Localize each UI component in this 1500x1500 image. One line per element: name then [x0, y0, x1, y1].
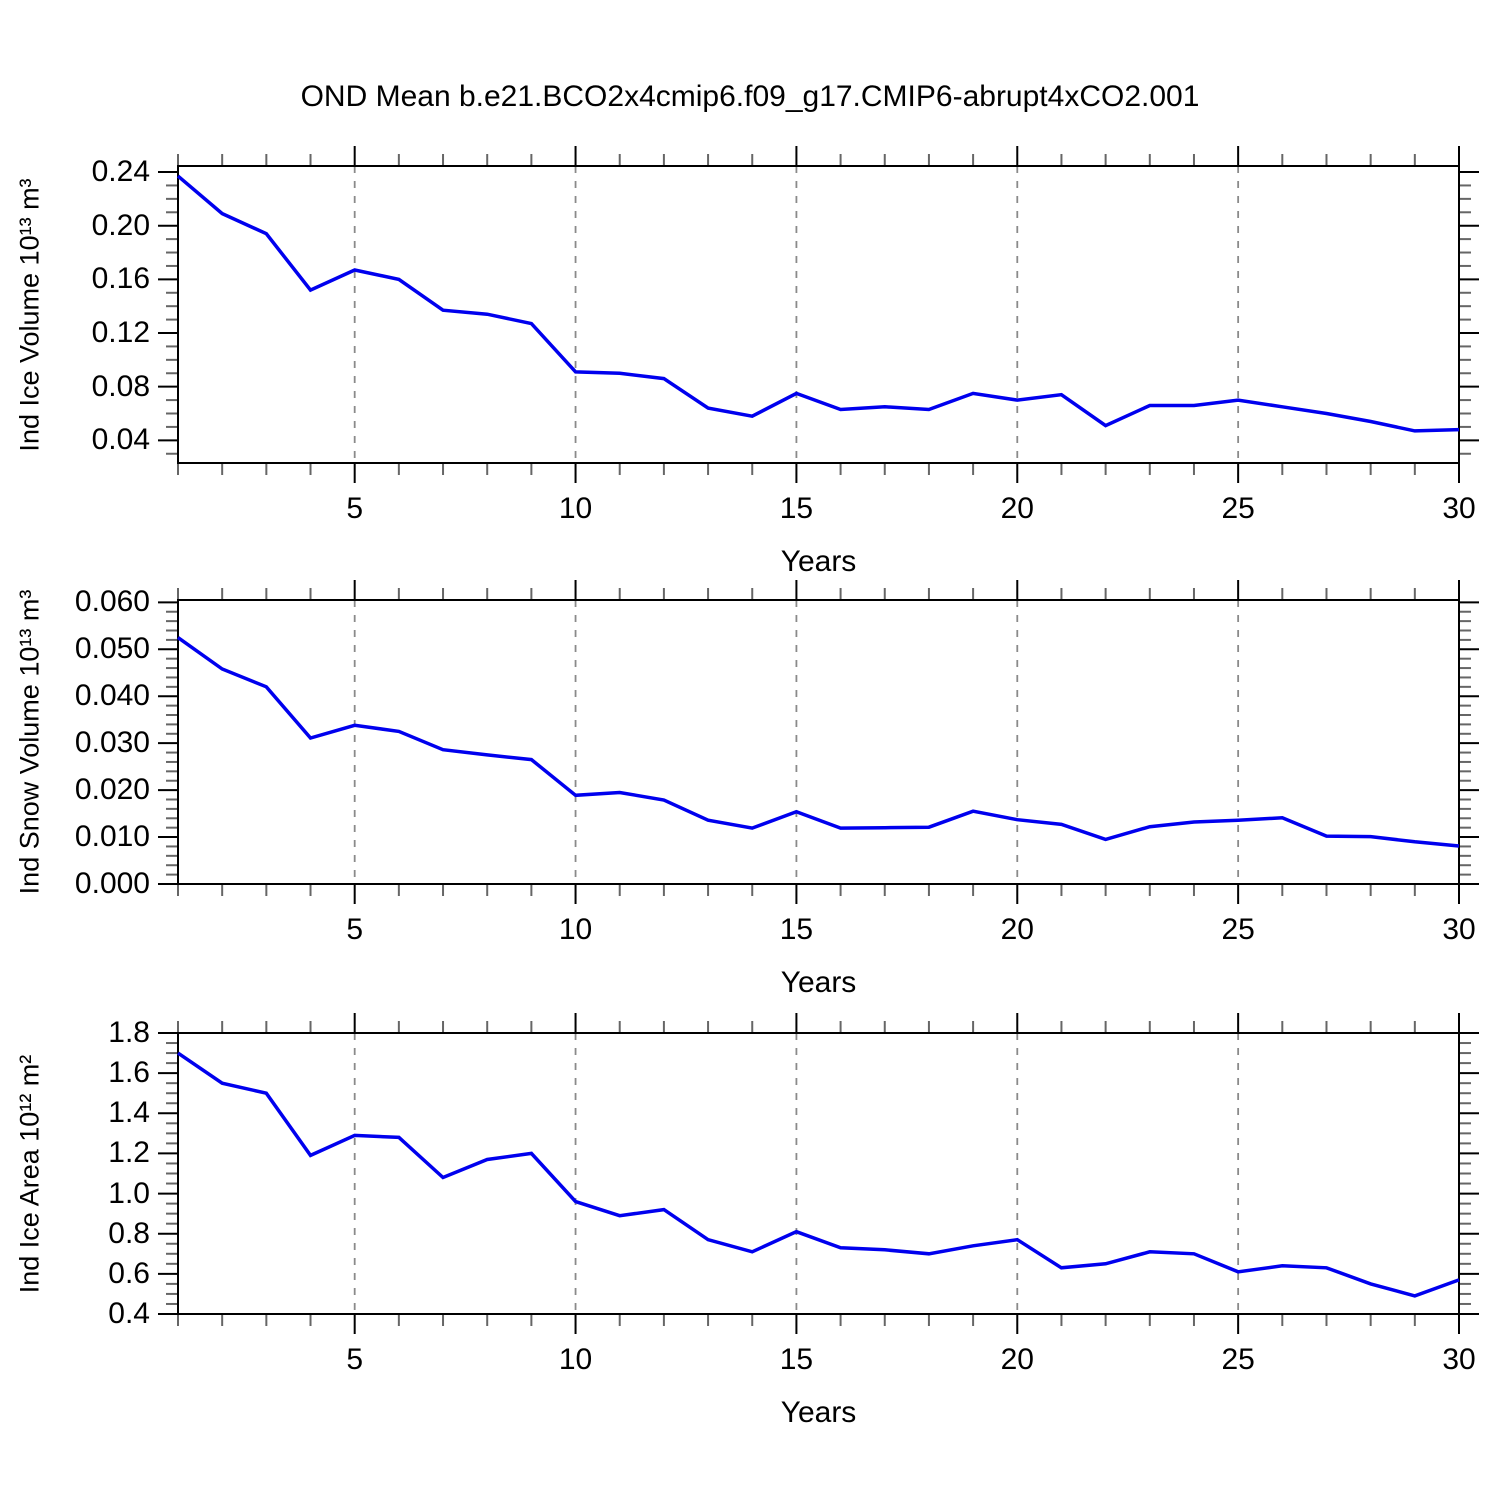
y-tick-label: 1.6: [108, 1056, 150, 1090]
plot-frame: [177, 599, 1460, 885]
figure-title: OND Mean b.e21.BCO2x4cmip6.f09_g17.CMIP6…: [300, 80, 1200, 113]
x-tick-label: 25: [1221, 1343, 1255, 1376]
data-series-line: [177, 1051, 1460, 1298]
y-tick-label: 0.040: [74, 679, 150, 713]
x-axis-title-middle: Years: [780, 966, 857, 999]
y-tick-label: 0.12: [91, 316, 150, 349]
y-tick-label: 0.16: [91, 262, 150, 296]
y-tick-label: 0.20: [91, 208, 150, 242]
x-tick-label: 25: [1221, 492, 1255, 525]
x-tick-label: 30: [1442, 913, 1476, 946]
x-tick-label: 10: [558, 913, 593, 946]
y-tick-label: 1.8: [108, 1016, 150, 1049]
y-tick-label: 0.000: [74, 867, 150, 900]
y-tick-label: 1.4: [108, 1096, 150, 1130]
x-tick-label: 30: [1442, 492, 1476, 525]
data-series-line: [176, 174, 1460, 433]
y-tick-label: 0.030: [74, 726, 150, 760]
y-tick-label: 0.020: [74, 773, 150, 807]
x-tick-label: 5: [346, 492, 364, 525]
y-tick-label: 1.0: [108, 1176, 150, 1210]
x-axis-title-top: Years: [780, 545, 857, 578]
y-tick-label: 0.24: [91, 155, 150, 189]
x-tick-label: 5: [346, 913, 364, 946]
x-tick-label: 15: [779, 492, 814, 525]
x-tick-label: 15: [779, 913, 814, 946]
y-tick-label: 0.04: [91, 423, 150, 457]
x-tick-label: 20: [1000, 492, 1034, 525]
y-tick-label: 0.4: [108, 1297, 150, 1330]
x-tick-label: 30: [1442, 1343, 1476, 1376]
x-tick-label: 10: [558, 492, 593, 525]
y-tick-label: 0.8: [108, 1216, 150, 1250]
x-tick-label: 25: [1221, 913, 1255, 946]
plot-frame: [177, 1032, 1460, 1315]
x-tick-label: 15: [779, 1343, 814, 1376]
y-tick-label: 0.08: [91, 369, 150, 403]
data-series-line: [176, 636, 1460, 848]
plot-frame: [177, 165, 1460, 464]
x-tick-label: 20: [1000, 1343, 1034, 1376]
y-tick-label: 0.010: [74, 820, 150, 854]
x-tick-label: 20: [1000, 913, 1034, 946]
x-axis-title-bottom: Years: [780, 1396, 857, 1429]
x-tick-label: 5: [346, 1343, 364, 1376]
y-tick-label: 1.2: [108, 1136, 150, 1170]
y-tick-label: 0.050: [74, 632, 150, 666]
y-tick-label: 0.060: [74, 585, 150, 619]
y-tick-label: 0.6: [108, 1256, 150, 1290]
x-tick-label: 10: [558, 1343, 593, 1376]
